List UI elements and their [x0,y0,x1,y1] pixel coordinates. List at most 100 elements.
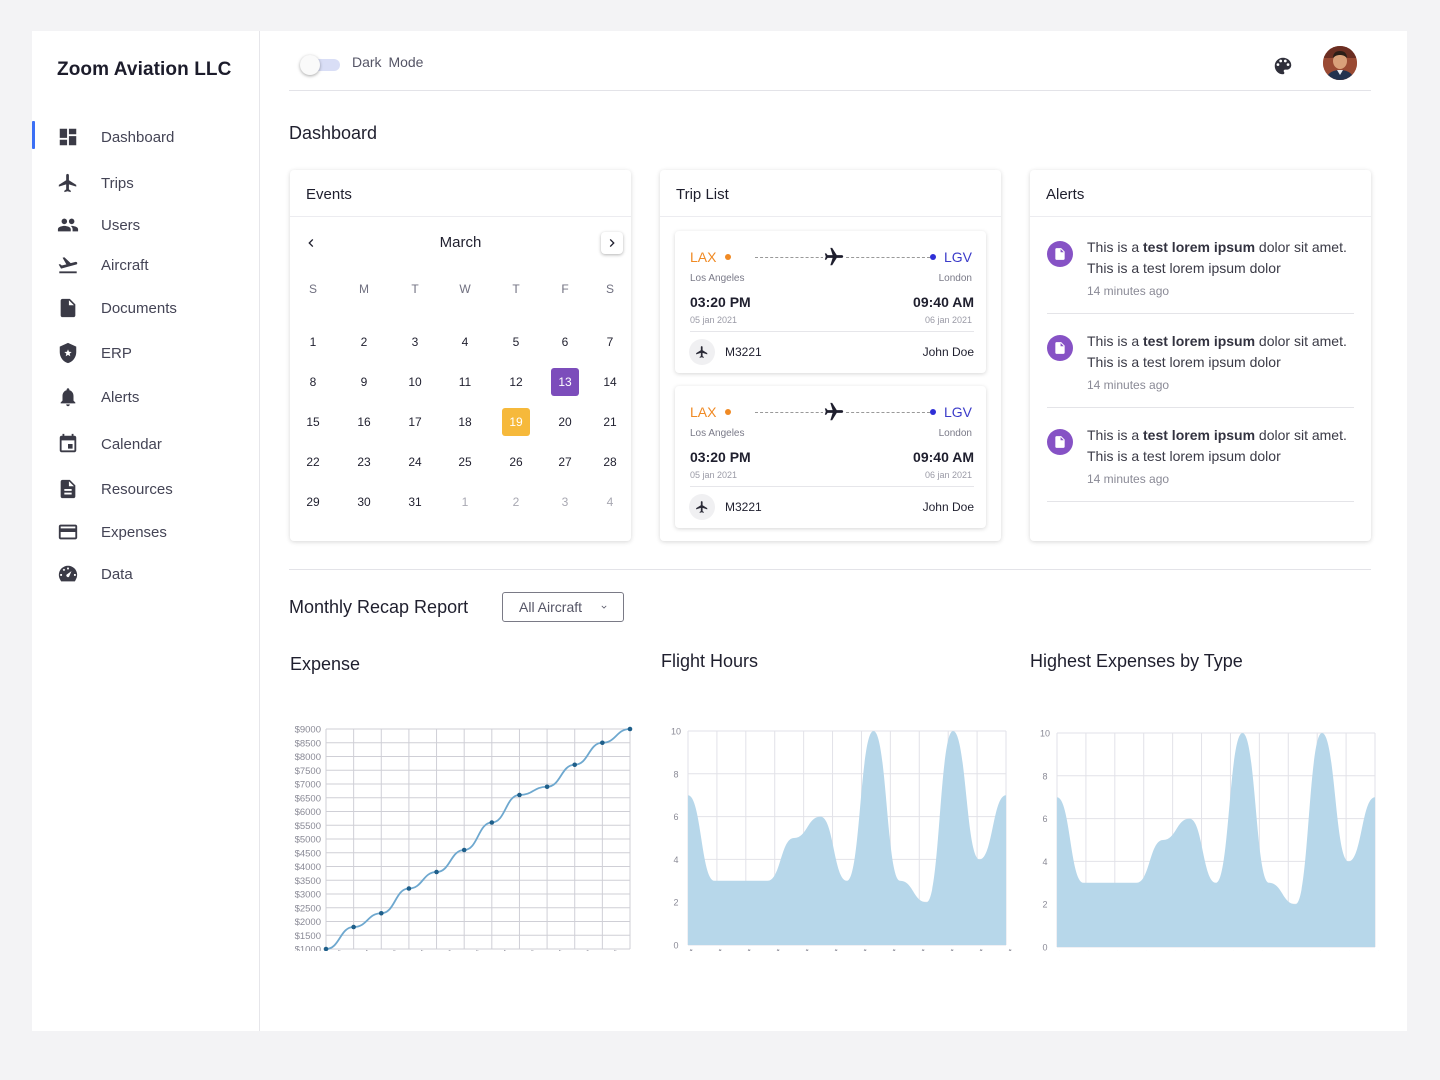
aircraft-filter-select[interactable]: All Aircraft [502,592,624,622]
palette-icon[interactable] [1272,55,1294,77]
y-tick-label: $7500 [295,766,321,777]
dark-mode-toggle[interactable] [300,54,340,75]
sidebar-item-label: Calendar [101,435,162,453]
calendar-day[interactable]: 12 [509,375,523,389]
next-month-button[interactable] [601,232,623,254]
trip-list-card: Trip List LAX LGV Los Angeles London 03:20 P… [660,170,1001,541]
calendar-day[interactable]: 3 [561,495,569,509]
calendar-day[interactable]: 28 [603,455,617,469]
y-tick-label: $4000 [295,862,321,873]
calendar-day[interactable]: 7 [606,335,614,349]
calendar-day[interactable]: 1 [309,335,317,349]
calendar-day[interactable]: 26 [509,455,523,469]
calendar-day-selected[interactable]: 13 [551,368,579,396]
alert-text-suffix: dolor sit amet. This is a test lorem ips… [1087,239,1347,276]
data-point [517,792,522,798]
alert-divider [1047,407,1354,408]
data-point [461,847,467,853]
x-tick-label: Text [1363,949,1384,951]
sidebar-item-data[interactable]: Data [32,558,259,590]
y-tick-label: $4500 [295,848,321,859]
sidebar-item-calendar[interactable]: Calendar [32,428,259,460]
calendar-day[interactable]: 30 [357,495,371,509]
calendar-day[interactable]: 3 [411,335,419,349]
calendar-day[interactable]: 2 [360,335,368,349]
calendar-day[interactable]: 6 [561,335,569,349]
alert-message: This is a test lorem ipsum dolor sit ame… [1087,331,1357,373]
calendar-day[interactable]: 17 [408,415,422,429]
calendar-day[interactable]: 27 [558,455,572,469]
x-tick-label: Text [936,947,957,951]
calendar-day[interactable]: 24 [408,455,422,469]
calendar-day[interactable]: 4 [461,335,469,349]
y-tick-label: 2 [1042,900,1047,910]
alert-text-bold: test lorem ipsum [1143,427,1256,443]
x-tick-label: Text [820,947,841,951]
report-divider [289,569,1371,570]
calendar-day[interactable]: 15 [306,415,320,429]
calendar-day[interactable]: 5 [512,335,520,349]
weekday-label: S [605,282,614,296]
sidebar-item-dashboard[interactable]: Dashboard [32,121,259,153]
y-tick-label: 10 [1040,729,1050,739]
sidebar-item-aircraft[interactable]: Aircraft [32,249,259,281]
sidebar-item-documents[interactable]: Documents [32,292,259,324]
departure-date: 05 jan 2021 [690,470,738,480]
calendar-day[interactable]: 11 [458,375,472,389]
expenses-by-type-chart-title: Highest Expenses by Type [1030,651,1243,671]
to-city: London [938,428,972,439]
calendar-day[interactable]: 20 [558,415,572,429]
calendar-day[interactable]: 4 [606,495,614,509]
sidebar-item-expenses[interactable]: Expenses [32,516,259,548]
from-airport: LAX [690,249,717,265]
bell-icon [56,385,80,409]
departure-icon [56,253,80,277]
calendar-day[interactable]: 25 [458,455,472,469]
data-point [406,886,412,891]
data-point [572,762,578,768]
sidebar-item-erp[interactable]: ERP [32,337,259,369]
avatar[interactable] [1323,46,1357,80]
trip-card[interactable]: LAX LGV Los Angeles London 03:20 PM 09:40 AM 0… [675,231,986,373]
x-tick-label: Text [733,947,754,951]
sidebar-item-resources[interactable]: Resources [32,473,259,505]
y-tick-label: $2000 [295,917,321,928]
calendar-day[interactable]: 14 [603,375,617,389]
calendar-day[interactable]: 21 [603,415,617,429]
weekday-label: T [512,282,520,296]
sidebar-item-label: Expenses [101,523,167,541]
area-series [688,731,1006,945]
alert-divider [1047,313,1354,314]
calendar-day-today[interactable]: 19 [502,408,530,436]
card-icon [56,520,80,544]
flight-hours-chart-title: Flight Hours [661,651,759,671]
events-title: Events [306,186,352,203]
sidebar-item-users[interactable]: Users [32,209,259,241]
calendar-day[interactable]: 10 [408,375,422,389]
sidebar-item-label: Aircraft [101,256,149,274]
x-tick-label: Text [762,947,783,951]
calendar-day[interactable]: 1 [461,495,469,509]
trip-card[interactable]: LAX LGV Los Angeles London 03:20 PM 09:40 AM 0… [675,386,986,528]
calendar-day[interactable]: 29 [306,495,320,509]
calendar-day[interactable]: 2 [512,495,520,509]
prev-month-button[interactable] [300,232,322,254]
destination-dot [930,409,936,415]
flight-number: M3221 [725,345,762,359]
sidebar-item-trips[interactable]: Trips [32,167,259,199]
alert-divider [1047,501,1354,502]
calendar-day[interactable]: 18 [458,415,472,429]
calendar-day[interactable]: 9 [360,375,368,389]
calendar-day[interactable]: 23 [357,455,371,469]
y-tick-label: 2 [673,898,678,908]
data-point [434,869,439,875]
calendar-day[interactable]: 22 [306,455,320,469]
calendar-day[interactable]: 16 [357,415,371,429]
sidebar-item-alerts[interactable]: Alerts [32,381,259,413]
y-tick-label: 10 [671,727,681,737]
x-tick-label: Text [704,947,725,951]
sidebar-item-label: ERP [101,344,132,362]
to-city: London [938,273,972,284]
calendar-day[interactable]: 31 [408,495,422,509]
calendar-day[interactable]: 8 [309,375,317,389]
